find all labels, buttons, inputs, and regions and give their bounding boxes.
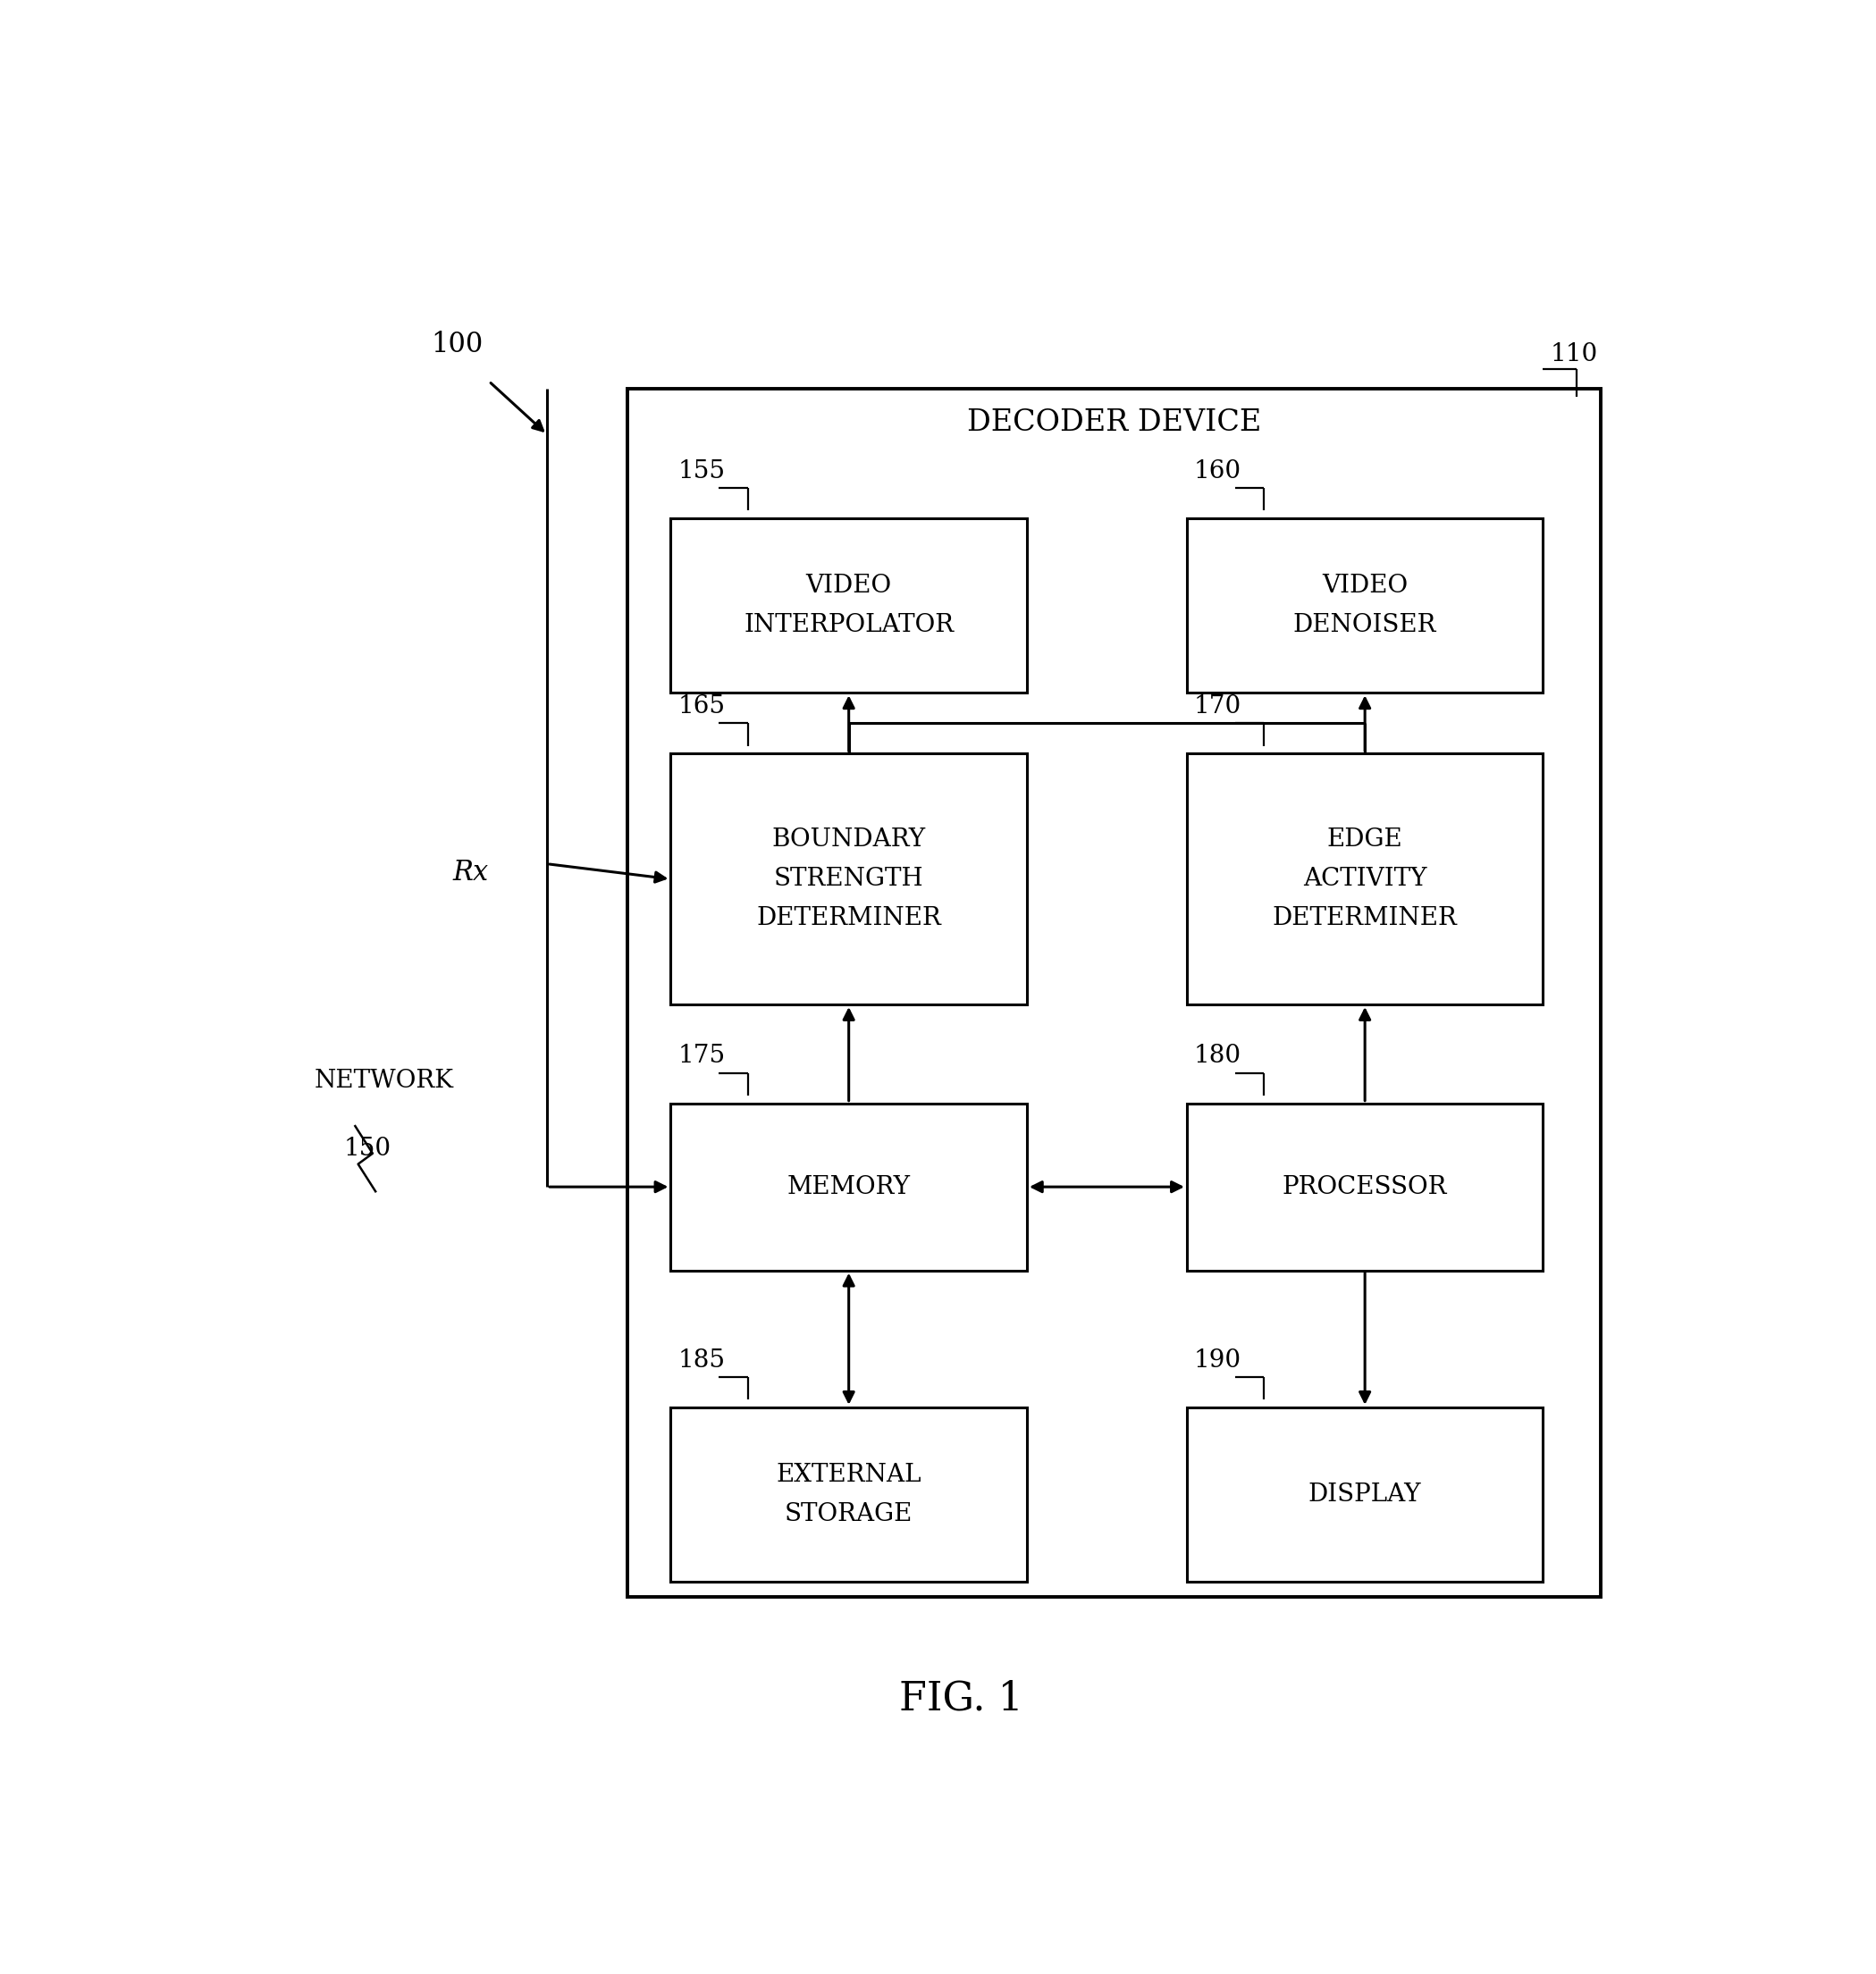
Bar	[1188, 517, 1544, 693]
Text: DETERMINER: DETERMINER	[1272, 906, 1458, 930]
Bar	[627, 389, 1602, 1597]
Text: 110: 110	[1550, 342, 1598, 365]
Text: DECODER DEVICE: DECODER DEVICE	[966, 409, 1261, 436]
Text: 155: 155	[677, 460, 726, 484]
Text: 190: 190	[1195, 1348, 1242, 1372]
Text: VIDEO: VIDEO	[807, 574, 891, 598]
Bar	[672, 754, 1026, 1005]
Text: VIDEO: VIDEO	[1323, 574, 1407, 598]
Text: 165: 165	[677, 695, 726, 719]
Text: DISPLAY: DISPLAY	[1308, 1482, 1422, 1506]
Bar	[1188, 1407, 1544, 1581]
Text: PROCESSOR: PROCESSOR	[1283, 1175, 1448, 1198]
Text: BOUNDARY: BOUNDARY	[771, 827, 925, 851]
Bar	[672, 1103, 1026, 1271]
Text: 170: 170	[1195, 695, 1242, 719]
Text: 185: 185	[677, 1348, 726, 1372]
Text: 180: 180	[1195, 1044, 1242, 1068]
Text: Rx: Rx	[452, 859, 490, 886]
Bar	[1188, 1103, 1544, 1271]
Bar	[1188, 754, 1544, 1005]
Text: NETWORK: NETWORK	[315, 1068, 454, 1092]
Text: 100: 100	[431, 332, 482, 359]
Text: STRENGTH: STRENGTH	[775, 867, 923, 890]
Text: EDGE: EDGE	[1326, 827, 1403, 851]
Text: MEMORY: MEMORY	[788, 1175, 910, 1198]
Text: ACTIVITY: ACTIVITY	[1304, 867, 1428, 890]
Text: DETERMINER: DETERMINER	[756, 906, 942, 930]
Bar	[672, 1407, 1026, 1581]
Bar	[672, 517, 1026, 693]
Text: STORAGE: STORAGE	[784, 1502, 914, 1526]
Text: 160: 160	[1195, 460, 1242, 484]
Text: 175: 175	[677, 1044, 726, 1068]
Text: EXTERNAL: EXTERNAL	[777, 1463, 921, 1486]
Text: FIG. 1: FIG. 1	[899, 1680, 1024, 1719]
Text: 150: 150	[343, 1137, 390, 1161]
Text: DENOISER: DENOISER	[1293, 614, 1437, 638]
Text: INTERPOLATOR: INTERPOLATOR	[743, 614, 953, 638]
